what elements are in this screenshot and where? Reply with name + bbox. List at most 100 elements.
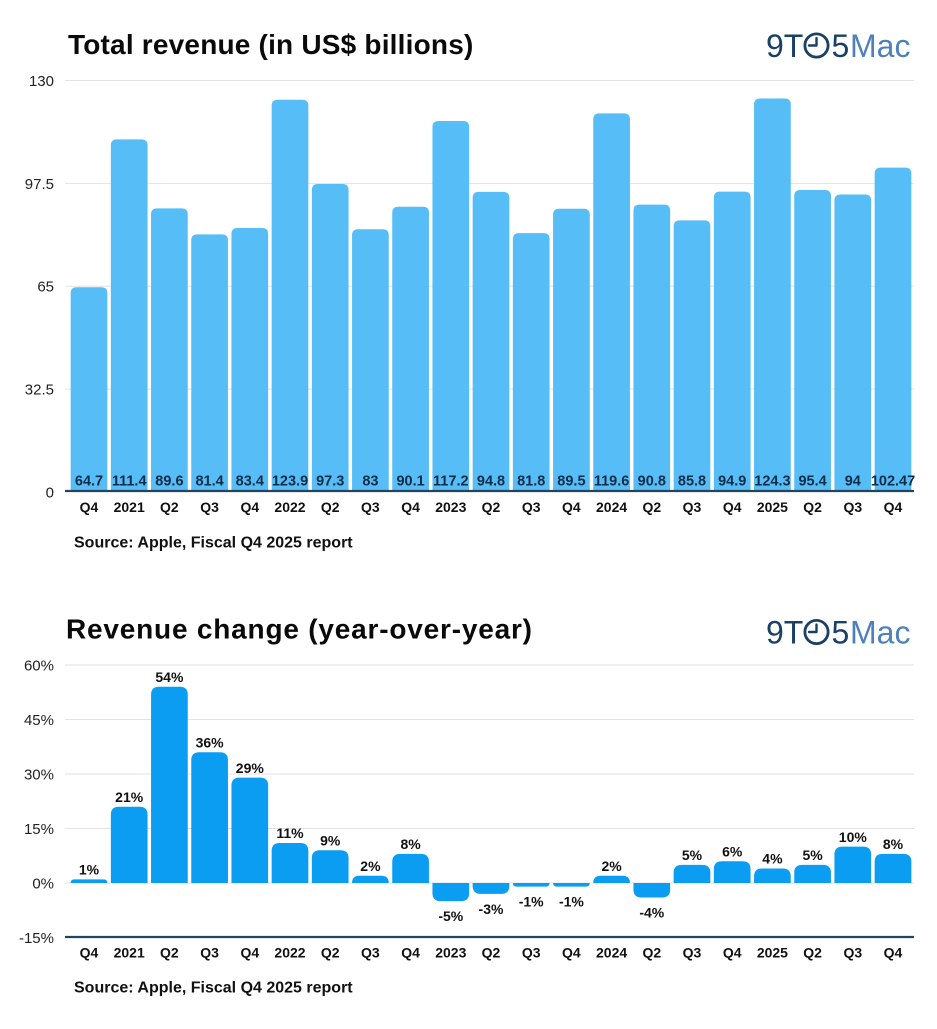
svg-text:83: 83 [362, 474, 378, 490]
svg-text:2%: 2% [601, 858, 622, 874]
svg-text:Q2: Q2 [482, 945, 501, 961]
svg-text:Q4: Q4 [884, 499, 903, 515]
svg-text:15%: 15% [24, 821, 54, 838]
svg-text:85.8: 85.8 [678, 474, 706, 490]
svg-text:Q3: Q3 [683, 945, 702, 961]
svg-text:60%: 60% [24, 658, 54, 675]
svg-text:123.9: 123.9 [272, 474, 308, 490]
svg-text:0: 0 [46, 485, 54, 502]
svg-text:5%: 5% [802, 847, 823, 863]
svg-text:8%: 8% [400, 836, 421, 852]
svg-text:-1%: -1% [519, 894, 544, 910]
svg-text:130: 130 [29, 73, 54, 90]
svg-text:97.3: 97.3 [316, 474, 344, 490]
svg-text:Q2: Q2 [160, 945, 179, 961]
svg-text:Q3: Q3 [200, 945, 219, 961]
svg-text:8%: 8% [883, 836, 904, 852]
svg-text:Q4: Q4 [240, 945, 259, 961]
svg-text:36%: 36% [196, 734, 225, 750]
svg-text:90.8: 90.8 [638, 474, 666, 490]
svg-text:Q4: Q4 [562, 499, 581, 515]
svg-text:Q3: Q3 [843, 945, 862, 961]
svg-text:Source: Apple, Fiscal Q4 2025: Source: Apple, Fiscal Q4 2025 report [74, 980, 353, 997]
svg-text:95.4: 95.4 [798, 474, 826, 490]
svg-text:117.2: 117.2 [433, 474, 469, 490]
svg-text:54%: 54% [155, 669, 184, 685]
svg-text:2025: 2025 [757, 945, 788, 961]
svg-text:Q4: Q4 [401, 499, 420, 515]
svg-text:10%: 10% [839, 829, 868, 845]
svg-text:9T: 9T [766, 615, 803, 651]
svg-text:11%: 11% [276, 825, 304, 841]
svg-text:Q4: Q4 [723, 945, 742, 961]
svg-text:Q2: Q2 [642, 499, 661, 515]
svg-text:Q4: Q4 [884, 945, 903, 961]
svg-text:Q3: Q3 [522, 945, 541, 961]
svg-text:Q4: Q4 [80, 945, 99, 961]
svg-text:94: 94 [845, 474, 861, 490]
svg-text:2%: 2% [360, 858, 381, 874]
svg-text:1%: 1% [79, 862, 100, 878]
svg-text:Q2: Q2 [321, 945, 340, 961]
svg-text:Q3: Q3 [522, 499, 541, 515]
svg-text:124.3: 124.3 [754, 474, 790, 490]
svg-text:Mac: Mac [850, 615, 910, 651]
svg-text:-15%: -15% [19, 930, 54, 947]
svg-text:81.8: 81.8 [517, 474, 545, 490]
svg-text:9%: 9% [320, 833, 341, 849]
svg-text:2023: 2023 [435, 499, 466, 515]
svg-text:Mac: Mac [850, 28, 910, 64]
svg-text:4%: 4% [762, 851, 783, 867]
svg-text:9T: 9T [766, 28, 803, 64]
svg-text:Q2: Q2 [803, 945, 822, 961]
svg-text:5: 5 [832, 615, 850, 651]
svg-text:2024: 2024 [596, 945, 627, 961]
svg-text:Q3: Q3 [683, 499, 702, 515]
svg-text:-4%: -4% [639, 905, 664, 921]
svg-text:97.5: 97.5 [25, 176, 54, 193]
svg-text:81.4: 81.4 [195, 474, 223, 490]
svg-text:90.1: 90.1 [396, 474, 424, 490]
svg-text:89.5: 89.5 [557, 474, 585, 490]
svg-text:Q2: Q2 [321, 499, 340, 515]
svg-text:111.4: 111.4 [112, 474, 147, 490]
svg-text:Q2: Q2 [803, 499, 822, 515]
svg-text:2024: 2024 [596, 499, 627, 515]
svg-text:Revenue change (year-over-year: Revenue change (year-over-year) [66, 614, 533, 645]
svg-text:94.9: 94.9 [718, 474, 746, 490]
svg-text:119.6: 119.6 [594, 474, 630, 490]
svg-text:Q3: Q3 [843, 499, 862, 515]
svg-text:2021: 2021 [114, 945, 145, 961]
svg-text:Q4: Q4 [401, 945, 420, 961]
svg-text:64.7: 64.7 [75, 474, 103, 490]
svg-text:0%: 0% [32, 876, 54, 893]
svg-text:Q3: Q3 [361, 499, 380, 515]
svg-text:30%: 30% [24, 767, 54, 784]
svg-text:102.47: 102.47 [871, 474, 915, 490]
svg-text:Q4: Q4 [723, 499, 742, 515]
svg-text:2022: 2022 [274, 945, 305, 961]
svg-text:-1%: -1% [559, 894, 584, 910]
svg-text:5: 5 [832, 28, 850, 64]
svg-text:29%: 29% [236, 760, 265, 776]
svg-text:Q3: Q3 [200, 499, 219, 515]
svg-text:Q2: Q2 [482, 499, 501, 515]
svg-text:-5%: -5% [438, 908, 463, 924]
svg-text:5%: 5% [682, 847, 703, 863]
svg-text:Q4: Q4 [562, 945, 581, 961]
svg-text:6%: 6% [722, 843, 743, 859]
svg-text:Source: Apple, Fiscal Q4 2025: Source: Apple, Fiscal Q4 2025 report [74, 535, 353, 552]
svg-text:Q4: Q4 [240, 499, 259, 515]
svg-text:2023: 2023 [435, 945, 466, 961]
svg-text:Q4: Q4 [80, 499, 99, 515]
svg-text:2022: 2022 [274, 499, 305, 515]
svg-text:-3%: -3% [479, 901, 504, 917]
svg-text:2021: 2021 [114, 499, 145, 515]
svg-text:Q2: Q2 [642, 945, 661, 961]
svg-text:Q2: Q2 [160, 499, 179, 515]
svg-text:2025: 2025 [757, 499, 788, 515]
svg-text:94.8: 94.8 [477, 474, 505, 490]
svg-text:89.6: 89.6 [155, 474, 183, 490]
svg-text:83.4: 83.4 [236, 474, 264, 490]
svg-text:21%: 21% [115, 789, 144, 805]
